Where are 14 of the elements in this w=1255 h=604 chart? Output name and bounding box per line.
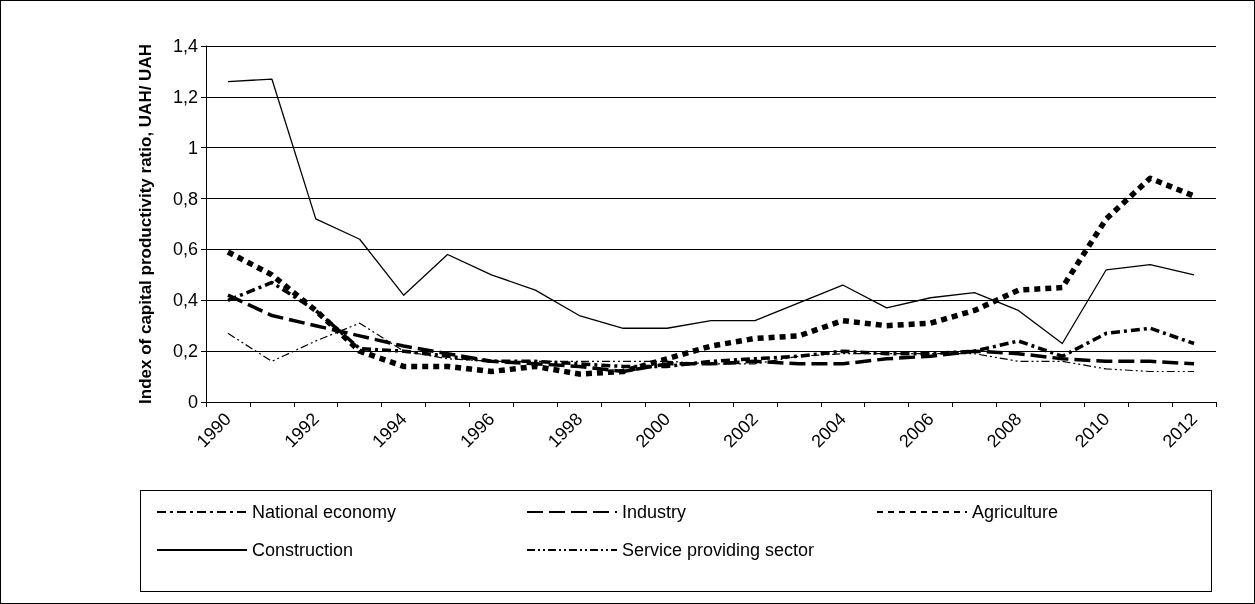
legend-label: Industry (622, 502, 687, 522)
legend-label: Construction (252, 540, 354, 560)
y-tick-label: 1,2 (172, 86, 198, 107)
legend-label: National economy (252, 502, 397, 522)
y-tick-label: 1,4 (172, 36, 198, 56)
y-tick-label: 0,6 (172, 239, 198, 260)
y-tick-label: 1 (187, 137, 198, 158)
y-tick-label: 0,2 (172, 341, 198, 362)
y-axis-title: Index of capital productivity ratio, UAH/ UAH (135, 44, 155, 404)
legend-label: Agriculture (972, 502, 1059, 522)
legend-label: Service providing sector (622, 540, 815, 560)
y-tick-label: 0,4 (172, 290, 198, 311)
y-tick-label: 0,8 (172, 188, 198, 209)
y-tick-label: 0 (187, 392, 198, 412)
